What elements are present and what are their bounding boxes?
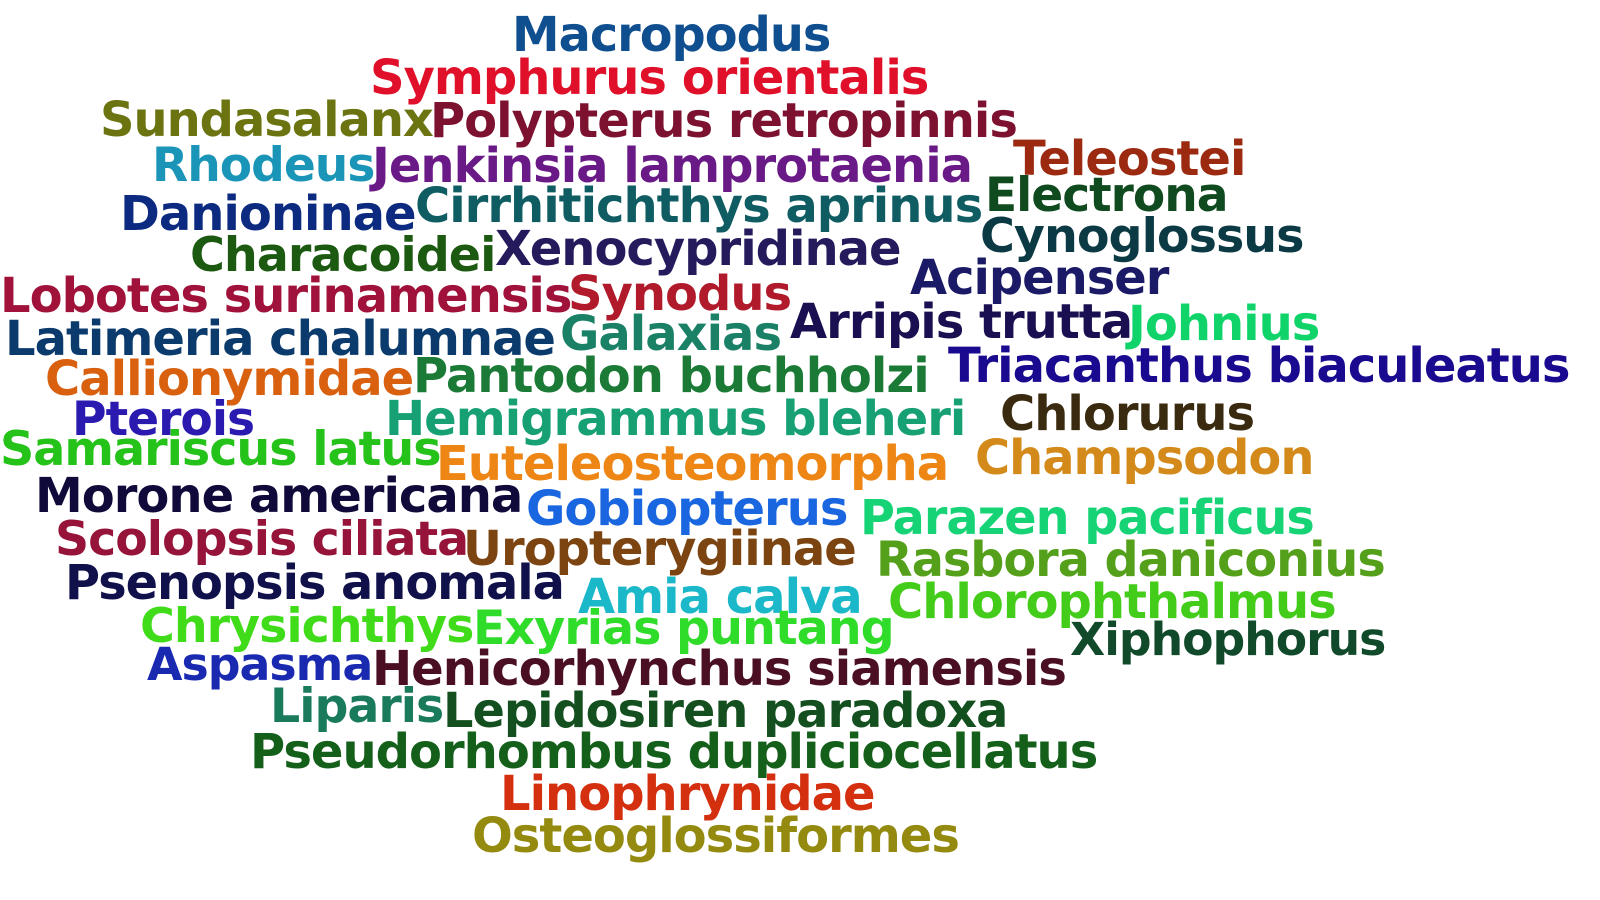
- word-9: Cirrhitichthys aprinus: [415, 178, 983, 234]
- word-40: Xiphophorus: [1070, 613, 1386, 666]
- word-3: Polypterus retropinnis: [430, 93, 1018, 149]
- word-0: Macropodus: [512, 8, 831, 63]
- word-6: Jenkinsia lamprotaenia: [372, 138, 973, 194]
- word-42: Henicorhynchus siamensis: [372, 641, 1067, 697]
- word-25: Chlorurus: [1000, 386, 1255, 442]
- word-1: Symphurus orientalis: [370, 50, 929, 106]
- word-44: Lepidosiren paradoxa: [443, 684, 1008, 739]
- word-37: Chlorophthalmus: [888, 574, 1337, 630]
- word-30: Gobiopterus: [526, 481, 848, 537]
- word-23: Pterois: [72, 392, 255, 447]
- word-20: Callionymidae: [45, 351, 414, 407]
- word-13: Acipenser: [910, 251, 1169, 306]
- word-11: Characoidei: [190, 228, 496, 283]
- word-47: Osteoglossiformes: [472, 808, 960, 864]
- word-33: Uropterygiinae: [463, 521, 857, 577]
- word-46: Linophrynidae: [500, 766, 876, 822]
- word-38: Chrysichthys: [140, 599, 474, 654]
- word-35: Psenopsis anomala: [65, 556, 565, 611]
- word-41: Aspasma: [147, 637, 373, 691]
- word-29: Morone americana: [35, 468, 523, 524]
- word-12: Xenocypridinae: [495, 221, 902, 277]
- word-27: Euteleosteomorpha: [436, 436, 949, 492]
- word-16: Latimeria chalumnae: [5, 311, 556, 367]
- word-34: Rasbora daniconius: [876, 533, 1386, 588]
- word-18: Arripis trutta: [790, 294, 1133, 350]
- word-7: Electrona: [985, 168, 1229, 223]
- word-5: Rhodeus: [152, 138, 375, 193]
- word-31: Parazen pacificus: [860, 491, 1315, 546]
- word-39: Exyrias puntang: [473, 601, 895, 656]
- word-28: Champsodon: [975, 431, 1314, 486]
- word-10: Cynoglossus: [980, 209, 1304, 264]
- word-4: Teleostei: [1013, 131, 1246, 187]
- word-22: Triacanthus biaculeatus: [948, 338, 1570, 394]
- word-8: Danioninae: [120, 186, 417, 242]
- word-32: Scolopsis ciliata: [55, 512, 469, 567]
- word-24: Hemigrammus bleheri: [385, 391, 966, 447]
- word-21: Pantodon buchholzi: [413, 348, 930, 404]
- word-36: Amia calva: [578, 569, 863, 625]
- word-43: Liparis: [270, 679, 444, 734]
- word-2: Sundasalanx: [100, 93, 434, 148]
- word-26: Samariscus latus: [0, 422, 442, 477]
- word-14: Lobotes surinamensis: [0, 268, 572, 324]
- word-17: Galaxias: [560, 306, 782, 362]
- word-19: Johnius: [1128, 296, 1320, 352]
- word-15: Synodus: [568, 266, 792, 322]
- word-45: Pseudorhombus dupliciocellatus: [250, 724, 1098, 780]
